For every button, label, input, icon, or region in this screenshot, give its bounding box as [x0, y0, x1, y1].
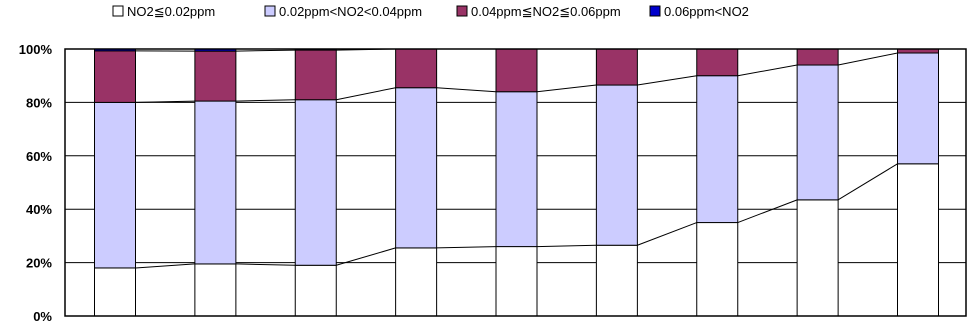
- bar-segment: [495, 91, 538, 248]
- bar-segment: [595, 244, 638, 317]
- series-line: [336, 87, 396, 101]
- series-line: [637, 75, 697, 86]
- bar-segment: [796, 199, 839, 317]
- series-line: [235, 49, 296, 52]
- bar-segment: [696, 222, 739, 317]
- bar-segment: [395, 48, 438, 89]
- bar-segment: [897, 163, 939, 317]
- bar-segment: [595, 84, 638, 246]
- bar-segment: [495, 48, 538, 93]
- bar-segment: [395, 247, 438, 317]
- series-line: [135, 100, 195, 103]
- y-tick-label: 80%: [26, 95, 52, 110]
- bar-segment: [495, 246, 538, 317]
- bar-segment: [194, 263, 237, 317]
- bar-segment: [696, 75, 739, 224]
- legend-label: 0.06ppm<NO2: [664, 4, 749, 19]
- bar-segment: [194, 100, 237, 265]
- bar-segment: [94, 50, 136, 103]
- legend-label: 0.04ppm≦NO2≦0.06ppm: [471, 4, 621, 19]
- y-tick-label: 60%: [26, 149, 52, 164]
- series-line: [536, 244, 597, 248]
- y-tick-label: 40%: [26, 202, 52, 217]
- bar-segment: [94, 101, 136, 269]
- legend-swatch: [456, 5, 468, 17]
- bar-segment: [696, 48, 739, 77]
- bar-segment: [94, 267, 136, 317]
- series-line: [336, 247, 396, 266]
- bar-segment: [897, 52, 939, 165]
- series-line: [737, 64, 798, 77]
- y-tick-label: 100%: [19, 42, 53, 57]
- legend-swatch: [112, 5, 124, 17]
- y-tick-label: 0%: [33, 309, 52, 324]
- bar-segment: [294, 264, 337, 317]
- legend: NO2≦0.02ppm 0.02ppm<NO2<0.04ppm 0.04ppm≦NO…: [112, 4, 749, 19]
- series-line: [637, 222, 697, 246]
- series-line: [436, 246, 497, 249]
- bar-segment: [194, 50, 237, 102]
- series-line: [536, 84, 597, 93]
- plot-border: [64, 48, 967, 317]
- series-line: [436, 87, 497, 93]
- legend-swatch: [649, 5, 661, 17]
- series-line: [135, 263, 195, 269]
- bar-segment: [294, 49, 337, 101]
- bar-segment: [796, 48, 839, 66]
- series-line: [837, 163, 898, 201]
- plot-area: 0% 20% 40% 60% 80% 100%: [19, 42, 967, 324]
- bar-segment: [796, 64, 839, 201]
- series-line: [235, 263, 296, 266]
- series-line: [235, 99, 296, 102]
- legend-swatch: [264, 5, 276, 17]
- bar-segment: [595, 48, 638, 86]
- y-tick-label: 20%: [26, 256, 52, 271]
- legend-label: NO2≦0.02ppm: [127, 4, 215, 19]
- series-line: [838, 52, 898, 66]
- bar-segment: [395, 87, 438, 249]
- series-line: [737, 199, 798, 224]
- bar-segment: [294, 99, 337, 266]
- legend-label: 0.02ppm<NO2<0.04ppm: [279, 4, 422, 19]
